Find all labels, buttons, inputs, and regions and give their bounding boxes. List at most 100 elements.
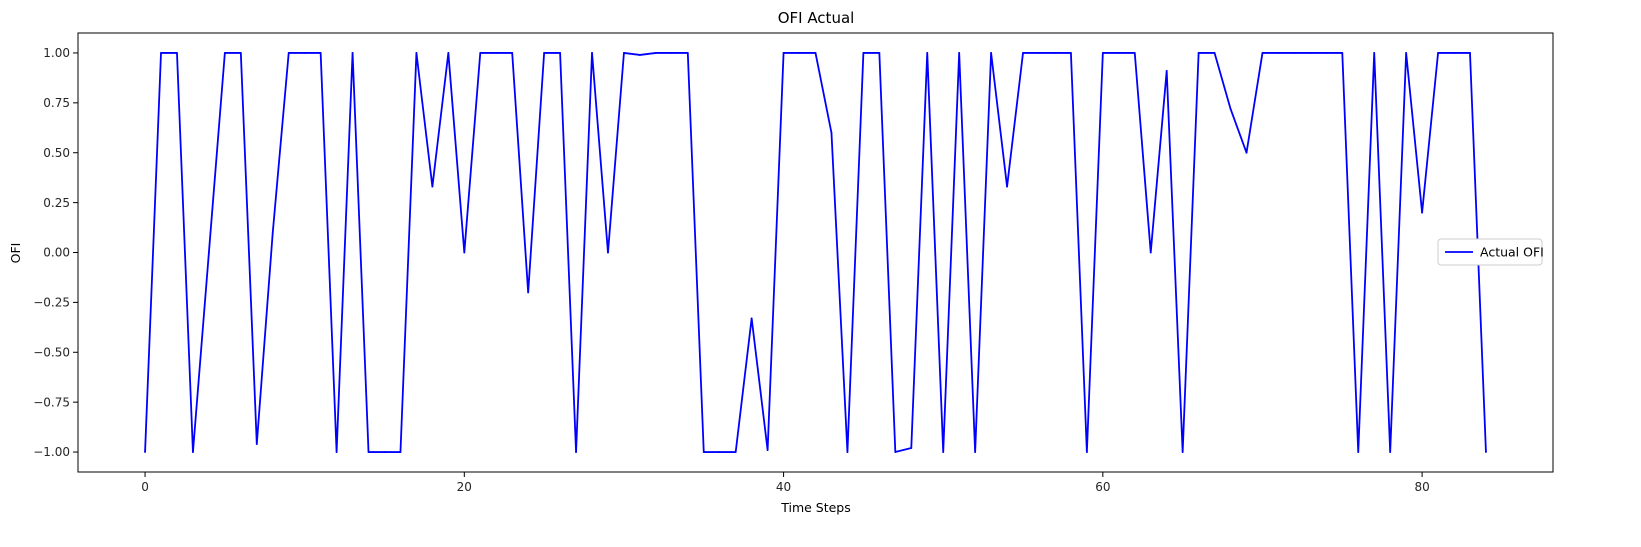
data-point bbox=[894, 451, 897, 453]
data-point bbox=[1181, 451, 1184, 453]
data-point bbox=[1453, 52, 1455, 54]
legend-label-actual-ofi: Actual OFI bbox=[1480, 245, 1544, 260]
data-point bbox=[1229, 107, 1232, 110]
data-point bbox=[447, 52, 450, 54]
data-point bbox=[287, 52, 290, 54]
data-point bbox=[750, 317, 753, 320]
data-point bbox=[974, 451, 977, 453]
data-point bbox=[208, 251, 210, 254]
data-point bbox=[431, 185, 434, 188]
data-point bbox=[351, 52, 354, 54]
data-point bbox=[527, 291, 530, 294]
x-tick-label: 80 bbox=[1414, 480, 1429, 494]
data-point bbox=[702, 451, 705, 453]
series-line-actual-ofi bbox=[144, 52, 1487, 453]
y-tick-label: −1.00 bbox=[33, 445, 70, 459]
data-point bbox=[782, 52, 785, 54]
data-point bbox=[1341, 52, 1344, 54]
data-point bbox=[942, 451, 945, 453]
data-point bbox=[271, 231, 274, 234]
data-point bbox=[1277, 52, 1280, 54]
x-axis-title: Time Steps bbox=[780, 500, 851, 515]
data-point bbox=[223, 52, 226, 54]
data-point bbox=[319, 52, 322, 54]
data-point bbox=[718, 451, 721, 453]
data-point bbox=[399, 451, 402, 453]
series-layer bbox=[144, 52, 1487, 453]
x-tick-label: 60 bbox=[1095, 480, 1110, 494]
data-point bbox=[990, 52, 992, 54]
data-point bbox=[1325, 52, 1328, 54]
data-point bbox=[1357, 451, 1360, 453]
legend-box bbox=[1437, 238, 1543, 266]
data-point bbox=[926, 52, 929, 54]
data-point bbox=[543, 52, 546, 54]
x-tick-label: 20 bbox=[457, 480, 472, 494]
data-point bbox=[958, 52, 961, 54]
x-axis: 0 20 40 60 80 bbox=[141, 472, 1430, 494]
data-point bbox=[623, 52, 625, 54]
data-point bbox=[1197, 52, 1200, 54]
data-point bbox=[591, 52, 593, 54]
data-point bbox=[830, 131, 833, 134]
y-tick-label: 0.25 bbox=[43, 196, 70, 210]
data-point bbox=[1101, 52, 1104, 54]
data-point bbox=[511, 52, 514, 54]
y-axis-title: OFI bbox=[8, 243, 23, 264]
data-point bbox=[1133, 52, 1136, 54]
data-point bbox=[160, 52, 162, 54]
data-point bbox=[479, 52, 482, 54]
data-point bbox=[575, 451, 577, 453]
data-point bbox=[1469, 52, 1471, 54]
data-point bbox=[639, 54, 641, 56]
data-point bbox=[415, 52, 418, 54]
data-point bbox=[383, 451, 386, 453]
data-point bbox=[734, 451, 737, 453]
data-point bbox=[176, 52, 178, 54]
data-point bbox=[1437, 52, 1439, 54]
data-point bbox=[846, 451, 849, 453]
y-tick-label: 0.75 bbox=[43, 96, 70, 110]
data-point bbox=[1245, 151, 1248, 154]
chart-title: OFI Actual bbox=[778, 9, 855, 27]
data-point bbox=[910, 447, 913, 449]
data-point bbox=[1261, 52, 1264, 54]
data-point bbox=[686, 52, 689, 54]
data-point bbox=[1405, 52, 1408, 54]
plot-frame bbox=[77, 32, 1554, 473]
legend: Actual OFI bbox=[1437, 238, 1544, 266]
data-point bbox=[1389, 451, 1392, 453]
data-point bbox=[1485, 451, 1487, 453]
data-point bbox=[335, 451, 338, 453]
y-tick-label: −0.75 bbox=[33, 395, 70, 409]
data-point bbox=[1309, 52, 1312, 54]
data-point bbox=[1373, 52, 1376, 54]
data-point bbox=[495, 52, 498, 54]
data-point bbox=[144, 451, 146, 453]
data-point bbox=[670, 52, 673, 54]
data-point bbox=[303, 52, 306, 54]
data-point bbox=[862, 52, 865, 54]
x-tick-label: 40 bbox=[776, 480, 791, 494]
plot-area bbox=[77, 32, 1554, 473]
y-tick-label: −0.25 bbox=[33, 296, 70, 310]
y-tick-label: 1.00 bbox=[43, 46, 70, 60]
data-point bbox=[239, 52, 242, 54]
x-tick-label: 0 bbox=[141, 480, 149, 494]
data-point bbox=[192, 451, 194, 453]
y-tick-label: 0.50 bbox=[43, 146, 70, 160]
data-point bbox=[607, 251, 609, 254]
data-point bbox=[1421, 211, 1423, 214]
data-point bbox=[1085, 451, 1088, 453]
data-point bbox=[463, 251, 466, 254]
data-point bbox=[878, 52, 881, 54]
data-point bbox=[814, 52, 817, 54]
data-point bbox=[367, 451, 370, 453]
data-point bbox=[654, 52, 657, 54]
data-point bbox=[255, 443, 258, 445]
y-tick-label: −0.50 bbox=[33, 345, 70, 359]
data-point bbox=[1022, 52, 1024, 54]
y-axis: −1.00 −0.75 −0.50 −0.25 0.00 0.25 0.50 0.75 1.00 bbox=[33, 46, 78, 459]
data-point bbox=[1293, 52, 1296, 54]
